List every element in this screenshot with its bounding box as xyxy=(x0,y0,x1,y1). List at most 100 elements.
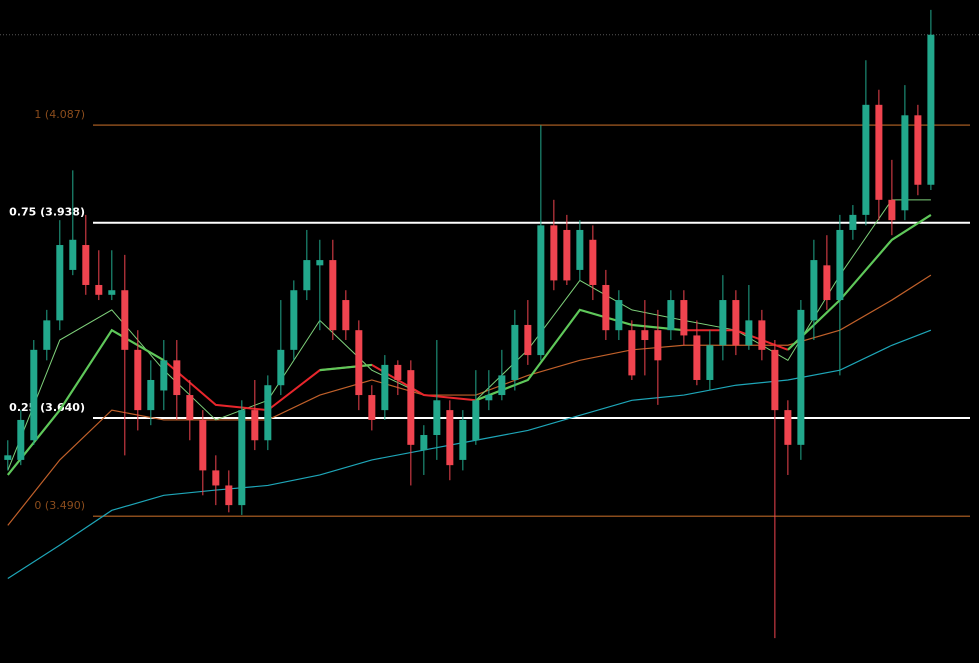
candle xyxy=(381,355,389,420)
candle-body xyxy=(160,360,168,391)
candle-body xyxy=(771,349,779,411)
candle xyxy=(199,410,207,496)
candle xyxy=(225,470,233,513)
candle xyxy=(537,125,545,361)
candle-body xyxy=(797,309,805,445)
fib-label: 1 (4.087) xyxy=(34,108,85,121)
candle xyxy=(160,340,168,411)
candle xyxy=(888,159,896,236)
candle xyxy=(121,254,129,456)
candle xyxy=(875,89,883,221)
candle xyxy=(186,379,194,441)
candle-body xyxy=(849,214,857,230)
candle-body xyxy=(589,239,597,285)
candle-body xyxy=(69,239,77,270)
candle xyxy=(238,400,246,515)
candle-body xyxy=(355,330,363,396)
moving-average xyxy=(163,359,476,412)
candle xyxy=(810,239,818,341)
candle xyxy=(4,440,12,471)
candle-body xyxy=(745,320,753,346)
candle-body xyxy=(680,300,688,336)
candle xyxy=(563,214,571,285)
candle-body xyxy=(43,320,51,350)
candle-body xyxy=(82,245,90,285)
candle-body xyxy=(667,300,675,331)
candle xyxy=(147,360,155,426)
candle-body xyxy=(225,485,233,506)
candle xyxy=(355,320,363,411)
candle xyxy=(615,290,623,341)
candle-body xyxy=(212,470,220,486)
candle-body xyxy=(95,284,103,295)
candle xyxy=(719,275,727,361)
candle-body xyxy=(732,300,740,346)
candle-body xyxy=(914,115,922,185)
candle xyxy=(342,290,350,341)
candle-body xyxy=(758,320,766,350)
candle-body xyxy=(888,199,896,221)
candle xyxy=(823,235,831,310)
candle xyxy=(927,9,935,190)
candle xyxy=(472,370,480,445)
candle xyxy=(836,214,844,376)
candle-body xyxy=(173,360,181,396)
moving-average xyxy=(319,363,372,372)
candle xyxy=(680,290,688,346)
candle xyxy=(316,239,324,331)
candle-body xyxy=(381,364,389,411)
candle-body xyxy=(407,370,415,445)
candle-body xyxy=(537,225,545,356)
candle xyxy=(706,330,714,391)
candle xyxy=(498,349,506,401)
candle-body xyxy=(329,260,337,331)
candle xyxy=(914,104,922,196)
candle xyxy=(628,320,636,380)
candle xyxy=(173,340,181,420)
candle xyxy=(758,309,766,361)
candle-body xyxy=(498,375,506,396)
candle xyxy=(69,170,77,276)
candle-body xyxy=(342,300,350,331)
candle-body xyxy=(485,395,493,401)
candle-body xyxy=(810,260,818,321)
candle xyxy=(693,320,701,386)
candle xyxy=(901,85,909,221)
candle xyxy=(511,309,519,391)
candle-body xyxy=(693,335,701,380)
candle-body xyxy=(719,300,727,346)
candle-body xyxy=(602,284,610,331)
candle xyxy=(290,280,298,361)
candle xyxy=(732,290,740,356)
candle-body xyxy=(654,330,662,361)
candle xyxy=(95,250,103,301)
candle-body xyxy=(121,290,129,350)
candle-body xyxy=(17,419,25,460)
candle-body xyxy=(368,395,376,420)
candle-body xyxy=(628,330,636,376)
candle-body xyxy=(316,260,324,266)
candle xyxy=(264,375,272,451)
candle-body xyxy=(303,260,311,291)
candle xyxy=(212,455,220,506)
candle xyxy=(82,214,90,295)
moving-average xyxy=(7,329,932,579)
candle xyxy=(433,340,441,460)
candle-body xyxy=(563,229,571,281)
candle-body xyxy=(433,400,441,436)
candle xyxy=(251,379,259,451)
candle xyxy=(797,300,805,460)
fib-label: 0.25 (3.640) xyxy=(9,401,85,414)
candle-body xyxy=(927,34,935,185)
fib-label: 0 (3.490) xyxy=(34,499,85,512)
candle-body xyxy=(251,410,259,441)
candle-body xyxy=(784,410,792,445)
candle-body xyxy=(706,345,714,380)
candle-body xyxy=(30,349,38,441)
candle-body xyxy=(56,245,64,321)
candle xyxy=(30,340,38,445)
moving-average xyxy=(787,213,932,351)
candle xyxy=(277,300,285,396)
candle xyxy=(654,309,662,405)
candle-body xyxy=(576,229,584,270)
